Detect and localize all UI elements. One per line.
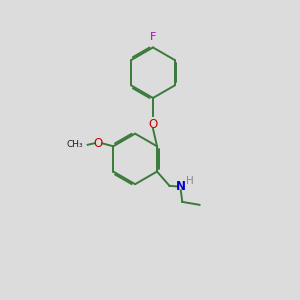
Text: H: H bbox=[186, 176, 194, 186]
Text: O: O bbox=[148, 118, 158, 131]
Text: N: N bbox=[176, 180, 186, 193]
Text: F: F bbox=[150, 32, 156, 42]
Text: CH₃: CH₃ bbox=[66, 140, 83, 149]
Text: O: O bbox=[94, 137, 103, 150]
